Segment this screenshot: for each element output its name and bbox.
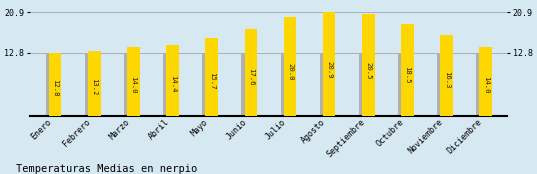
Bar [85,53,96,116]
Bar [206,38,218,116]
Text: 14.0: 14.0 [130,76,136,94]
Bar [49,53,61,116]
Bar [480,47,492,116]
Bar [401,24,413,116]
Bar [476,53,487,116]
Bar [163,53,174,116]
Text: 14.0: 14.0 [483,76,489,94]
Bar [46,53,57,116]
Bar [202,53,213,116]
Text: 12.8: 12.8 [52,79,58,96]
Text: 18.5: 18.5 [404,66,410,84]
Text: 20.0: 20.0 [287,63,293,80]
Bar [359,53,370,116]
Bar [124,53,135,116]
Text: 20.5: 20.5 [365,62,371,79]
Bar [440,35,453,116]
Bar [166,45,179,116]
Bar [437,53,448,116]
Bar [242,53,252,116]
Text: 16.3: 16.3 [444,71,449,89]
Bar [281,53,292,116]
Bar [362,14,375,116]
Text: 14.4: 14.4 [170,75,176,93]
Bar [398,53,409,116]
Bar [284,17,296,116]
Bar [245,29,257,116]
Text: 17.6: 17.6 [248,68,254,86]
Text: 13.2: 13.2 [91,78,97,96]
Text: Temperaturas Medias en nerpio: Temperaturas Medias en nerpio [16,164,198,174]
Bar [320,53,331,116]
Bar [323,13,336,116]
Text: 15.7: 15.7 [209,72,215,90]
Bar [127,47,140,116]
Text: 20.9: 20.9 [326,61,332,78]
Bar [88,51,100,116]
